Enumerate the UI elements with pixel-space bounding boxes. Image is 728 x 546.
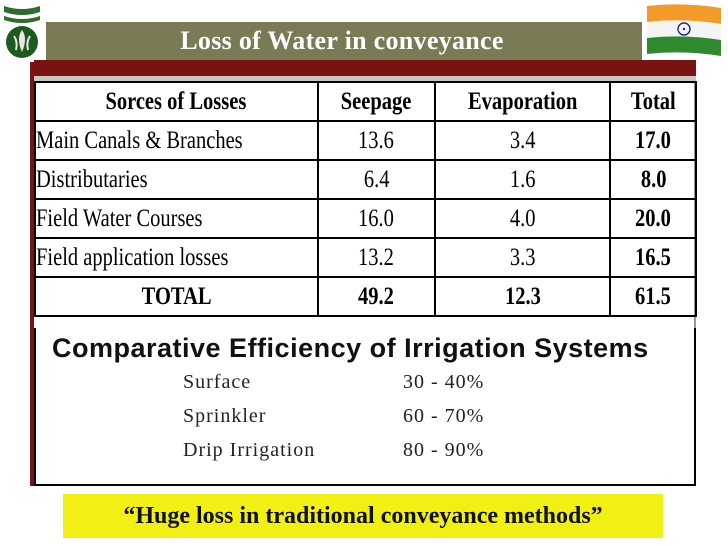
row-evaporation: 4.0 — [434, 198, 612, 239]
efficiency-title: Comparative Efficiency of Irrigation Sys… — [52, 333, 649, 363]
header-seepage: Seepage — [316, 81, 437, 122]
efficiency-range: 30 - 40% — [403, 371, 485, 393]
table-header-row: Sorces of Losses Seepage Evaporation Tot… — [34, 81, 697, 122]
efficiency-system: Drip Irrigation — [183, 439, 316, 461]
row-total: 8.0 — [609, 159, 697, 200]
row-evaporation: 1.6 — [434, 159, 612, 200]
row-evaporation: 3.4 — [434, 120, 612, 161]
header-total: Total — [609, 81, 697, 122]
table-row: Field Water Courses 16.0 4.0 20.0 — [34, 198, 697, 239]
efficiency-range: 80 - 90% — [403, 439, 485, 461]
total-seepage: 49.2 — [316, 276, 437, 317]
header-band — [34, 60, 696, 76]
efficiency-system: Sprinkler — [183, 405, 267, 427]
efficiency-system: Surface — [183, 371, 252, 393]
total-label: TOTAL — [34, 276, 319, 317]
table-row: Field application losses 13.2 3.3 16.5 — [34, 237, 697, 278]
india-flag-icon — [647, 4, 721, 56]
header-sources: Sorces of Losses — [34, 81, 319, 122]
slide-title: Loss of Water in conveyance — [46, 22, 642, 60]
table-total-row: TOTAL 49.2 12.3 61.5 — [34, 276, 697, 317]
row-source: Distributaries — [34, 159, 319, 200]
efficiency-range: 60 - 70% — [403, 405, 485, 427]
total-evaporation: 12.3 — [434, 276, 612, 317]
row-seepage: 16.0 — [316, 198, 437, 239]
table-row: Main Canals & Branches 13.6 3.4 17.0 — [34, 120, 697, 161]
losses-table: Sorces of Losses Seepage Evaporation Tot… — [34, 81, 697, 317]
row-evaporation: 3.3 — [434, 237, 612, 278]
total-total: 61.5 — [609, 276, 697, 317]
header-evaporation: Evaporation — [434, 81, 612, 122]
organization-logo-icon — [4, 6, 40, 58]
row-source: Main Canals & Branches — [34, 120, 319, 161]
row-source: Field Water Courses — [34, 198, 319, 239]
header-strip — [34, 76, 696, 82]
row-total: 20.0 — [609, 198, 697, 239]
quote-banner: “Huge loss in traditional conveyance met… — [63, 494, 663, 538]
row-total: 16.5 — [609, 237, 697, 278]
row-seepage: 13.2 — [316, 237, 437, 278]
efficiency-box — [34, 328, 696, 486]
table-row: Distributaries 6.4 1.6 8.0 — [34, 159, 697, 200]
row-source: Field application losses — [34, 237, 319, 278]
row-seepage: 6.4 — [316, 159, 437, 200]
row-seepage: 13.6 — [316, 120, 437, 161]
row-total: 17.0 — [609, 120, 697, 161]
